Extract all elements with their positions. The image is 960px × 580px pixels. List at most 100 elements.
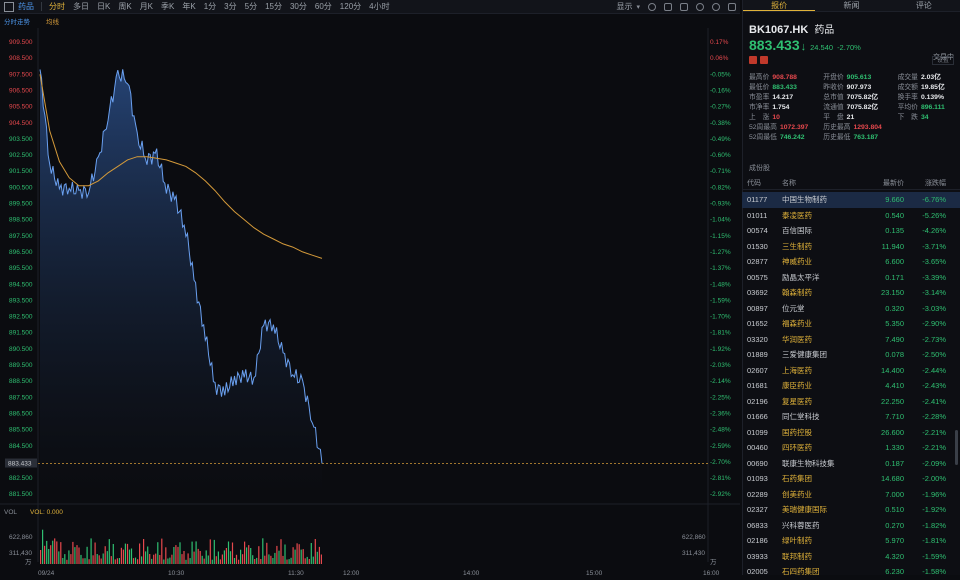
settings-icon[interactable] — [712, 3, 720, 11]
volume-bar — [207, 555, 209, 564]
draw-icon[interactable] — [664, 3, 672, 11]
close-icon[interactable] — [728, 3, 736, 11]
table-row[interactable]: 02327 美瑞健康国际 0.510 -1.92% — [742, 502, 960, 518]
stat-label: 最高价 — [749, 74, 770, 81]
period-tab[interactable]: 4小时 — [369, 1, 390, 11]
panel-tab[interactable]: 新闻 — [843, 1, 860, 10]
volume-bar — [126, 543, 129, 564]
table-row[interactable]: 02005 石四药集团 6.230 -1.58% — [742, 564, 960, 580]
favorite-heart-icon[interactable] — [760, 56, 768, 64]
refresh-icon[interactable] — [696, 3, 704, 11]
settings-button[interactable]: 设置 — [932, 56, 954, 65]
table-row[interactable]: 02607 上海医药 14.400 -2.44% — [742, 363, 960, 379]
volume-bar — [300, 549, 302, 564]
period-tab[interactable]: 3分 — [224, 1, 237, 11]
table-row[interactable]: 00690 联康生物科技集 0.187 -2.09% — [742, 456, 960, 472]
period-tab[interactable]: 多日 — [73, 1, 89, 11]
table-row[interactable]: 01889 三爱健康集团 0.078 -2.50% — [742, 347, 960, 363]
panel-tab[interactable]: 报价 — [743, 0, 816, 11]
volume-bar — [233, 558, 236, 564]
alert-icon[interactable] — [749, 56, 757, 64]
table-row[interactable]: 03692 翰森制药 23.150 -3.14% — [742, 285, 960, 301]
volume-bar — [242, 554, 244, 564]
period-tab[interactable]: 5分 — [244, 1, 258, 11]
table-row[interactable]: 01681 康臣药业 4.410 -2.43% — [742, 378, 960, 394]
change-cell: -2.43% — [922, 381, 946, 390]
price-cell: 0.187 — [885, 458, 904, 468]
table-row[interactable]: 00574 百信国际 0.135 -4.26% — [742, 223, 960, 239]
stock-code-cell: 00575 — [747, 272, 768, 282]
table-row[interactable]: 01093 石药集团 14.680 -2.00% — [742, 471, 960, 487]
table-row[interactable]: 01177 中国生物制药 9.660 -6.76% — [742, 192, 960, 208]
change-cell: -2.28% — [922, 412, 946, 421]
volume-bar — [280, 539, 282, 564]
volume-bar — [286, 559, 288, 564]
period-tab[interactable]: 日K — [97, 1, 111, 11]
table-row[interactable]: 00460 四环医药 1.330 -2.21% — [742, 440, 960, 456]
period-tab[interactable]: 30分 — [289, 1, 307, 11]
table-row[interactable]: 03933 联邦制药 4.320 -1.59% — [742, 549, 960, 565]
table-row[interactable]: 00575 励晶太平洋 0.171 -3.39% — [742, 270, 960, 286]
stat-cell: 成交额 19.85亿 — [898, 83, 957, 93]
pct-tick: 0.06% — [710, 55, 729, 62]
stock-name-cell: 励晶太平洋 — [782, 272, 820, 282]
period-tab[interactable]: 周K — [118, 1, 132, 11]
volume-bar — [292, 547, 294, 564]
period-tab[interactable]: 月K — [139, 1, 154, 11]
stock-name-cell: 联康生物科技集 — [782, 458, 835, 468]
volume-bar — [52, 540, 54, 564]
col-code[interactable]: 代码 — [747, 180, 761, 187]
price-tick: 893.500 — [9, 297, 33, 304]
table-row[interactable]: 02289 创美药业 7.000 -1.96% — [742, 487, 960, 503]
pct-tick: -0.93% — [710, 201, 731, 208]
price-tick: 900.500 — [9, 184, 33, 191]
col-price[interactable]: 最新价 — [883, 180, 904, 187]
table-row[interactable]: 01666 同仁堂科技 7.710 -2.28% — [742, 409, 960, 425]
price-tick: 901.500 — [9, 168, 33, 175]
scrollbar[interactable] — [955, 430, 958, 465]
volume-bar — [100, 558, 102, 564]
stat-row: 52周最高 1072.397 历史最高 1293.804 — [749, 123, 957, 133]
period-tab[interactable]: 年K — [182, 1, 196, 11]
table-row[interactable]: 00897 位元堂 0.320 -3.03% — [742, 301, 960, 317]
stat-cell: 最高价 908.788 — [749, 73, 823, 83]
price-cell: 6.600 — [885, 257, 904, 266]
current-price-label: 883.433 — [8, 461, 32, 468]
toolbar-right: 显示 ▾ — [612, 0, 736, 14]
table-row[interactable]: 01652 福森药业 5.350 -2.90% — [742, 316, 960, 332]
table-row[interactable]: 02196 复星医药 22.250 -2.41% — [742, 394, 960, 410]
stock-name-cell: 神威药业 — [782, 257, 812, 266]
table-row[interactable]: 01530 三生制药 11.940 -3.71% — [742, 239, 960, 255]
volume-bar — [114, 559, 116, 564]
chevron-down-icon[interactable]: ▾ — [636, 4, 640, 11]
period-tab[interactable]: 季K — [161, 1, 175, 11]
period-tab[interactable]: 15分 — [265, 1, 282, 11]
table-row[interactable]: 01099 国药控股 26.600 -2.21% — [742, 425, 960, 441]
period-tab[interactable]: 120分 — [339, 1, 362, 11]
period-tab[interactable]: 60分 — [314, 1, 332, 11]
badges — [749, 56, 771, 64]
table-row[interactable]: 02186 绿叶制药 5.970 -1.81% — [742, 533, 960, 549]
col-name[interactable]: 名称 — [782, 180, 796, 187]
volume-bar — [262, 538, 264, 564]
volume-bar — [120, 547, 122, 564]
price-cell: 11.940 — [881, 241, 904, 251]
table-row[interactable]: 03320 华润医药 7.490 -2.73% — [742, 332, 960, 348]
period-tab[interactable]: 分时 — [49, 1, 65, 11]
table-row[interactable]: 02877 神威药业 6.600 -3.65% — [742, 254, 960, 270]
period-tab[interactable]: 1分 — [203, 1, 217, 11]
col-change[interactable]: 涨跌幅 — [925, 180, 946, 187]
stat-row: 最高价 908.788 开盘价 905.613 成交量 2.03亿 — [749, 73, 957, 83]
table-row[interactable]: 06833 兴科蓉医药 0.270 -1.82% — [742, 518, 960, 534]
volume-bar — [240, 549, 242, 564]
panel-toggle-icon[interactable] — [4, 1, 14, 12]
stock-code-cell: 02877 — [747, 257, 768, 266]
table-row[interactable]: 01011 泰凌医药 0.540 -5.26% — [742, 208, 960, 224]
search-icon[interactable] — [648, 3, 656, 11]
screenshot-icon[interactable] — [680, 3, 688, 11]
panel-tab[interactable]: 评论 — [915, 1, 932, 10]
stock-name-cell: 翰森制药 — [782, 288, 812, 297]
display-menu[interactable]: 显示 — [616, 2, 633, 11]
symbol-tab[interactable]: 药品 — [18, 1, 34, 11]
volume-bar — [163, 559, 165, 564]
